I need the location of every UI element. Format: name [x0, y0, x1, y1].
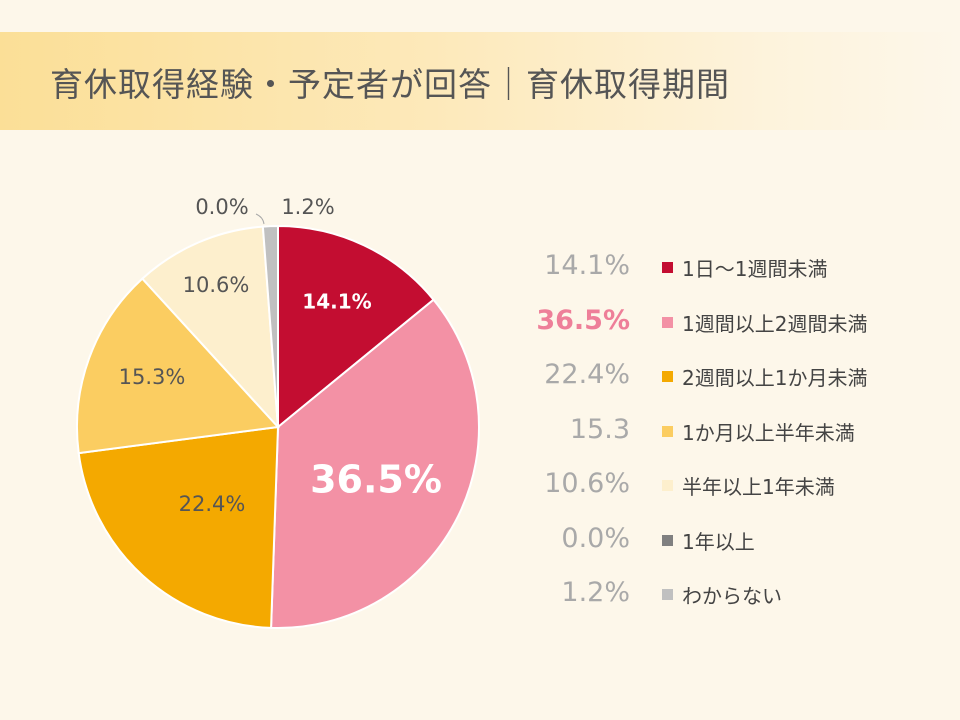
legend-value: 22.4% [544, 359, 630, 390]
legend-swatch [662, 589, 673, 600]
legend-label: 1か月以上半年未満 [682, 420, 855, 445]
chart-title: 育休取得経験・予定者が回答｜育休取得期間 [50, 65, 730, 104]
pie-slice [277, 224, 435, 430]
legend-swatch [662, 534, 673, 546]
pie-slice [77, 425, 280, 629]
legend-item: 10.6% 半年以上1年未満 [520, 458, 950, 513]
slice-label: 15.3% [119, 365, 186, 389]
legend-swatch [662, 316, 673, 328]
legend-item: 14.1% 1日～1週間未満 [520, 240, 950, 295]
slice-label: 36.5% [310, 458, 442, 502]
slice-label: 10.6% [183, 273, 250, 297]
legend-item: 0.0% 1年以上 [520, 513, 950, 568]
legend-swatch [662, 371, 673, 382]
legend-swatch [662, 262, 673, 273]
slice-label: 0.0% [195, 195, 248, 219]
slice-label: 14.1% [302, 290, 371, 314]
pie-slice [140, 225, 280, 430]
legend-value: 14.1% [544, 250, 630, 281]
legend-label: 1年以上 [682, 529, 755, 554]
legend-item: 36.5% 1週間以上2週間未満 [520, 295, 950, 350]
slice-label: 1.2% [281, 195, 334, 219]
slice-label: 22.4% [179, 492, 246, 516]
legend-label: 1日～1週間未満 [682, 257, 828, 281]
legend-swatch [662, 480, 673, 491]
pie-slice [270, 298, 480, 629]
leader-line [255, 213, 265, 225]
legend-item: 1.2% わからない [520, 567, 950, 622]
legend-label: 1週間以上2週間未満 [682, 311, 868, 336]
pie-slice [76, 277, 281, 455]
legend-value: 15.3 [569, 413, 630, 445]
legend-value: 0.0% [561, 522, 630, 554]
legend-value: 36.5% [536, 304, 630, 336]
legend-label: 半年以上1年未満 [682, 475, 835, 499]
header-band [0, 32, 960, 130]
legend-swatch [662, 425, 673, 437]
legend-label: 2週間以上1か月未満 [682, 366, 868, 390]
legend-value: 10.6% [544, 468, 630, 499]
legend-value: 1.2% [561, 577, 630, 608]
legend-item: 22.4% 2週間以上1か月未満 [520, 349, 950, 404]
pie-slice [261, 224, 279, 428]
legend: 14.1% 1日～1週間未満 36.5% 1週間以上2週間未満 22.4% 2週間以上1か… [520, 240, 950, 622]
legend-label: わからない [682, 584, 782, 608]
legend-item: 15.3 1か月以上半年未満 [520, 404, 950, 459]
